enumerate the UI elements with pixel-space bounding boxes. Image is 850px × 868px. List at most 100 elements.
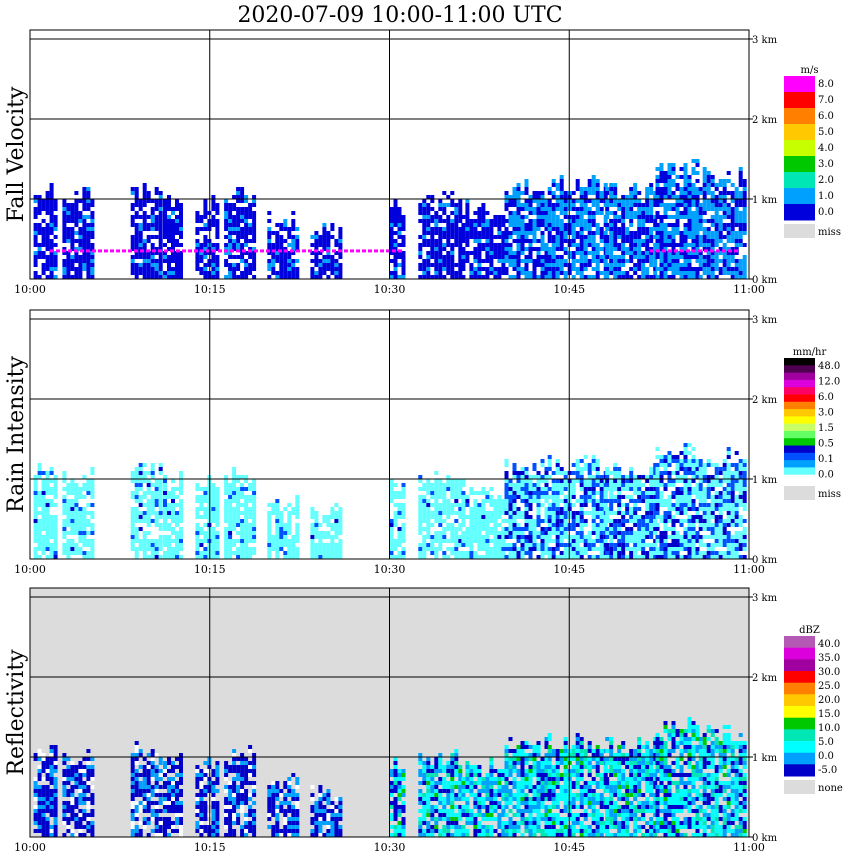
- echo-cell: [595, 207, 600, 211]
- echo-cell: [167, 263, 171, 267]
- echo-cell: [37, 539, 42, 543]
- echo-cell: [512, 503, 517, 507]
- echo-cell: [617, 507, 622, 511]
- echo-cell: [528, 543, 533, 547]
- echo-cell: [295, 511, 300, 515]
- echo-cell: [591, 499, 596, 503]
- echo-cell: [485, 223, 490, 227]
- echo-cell: [430, 243, 435, 247]
- echo-cell: [49, 239, 54, 243]
- echo-cell: [211, 247, 216, 251]
- echo-cell: [722, 271, 727, 275]
- echo-cell: [66, 231, 71, 235]
- echo-cell: [617, 207, 622, 211]
- echo-cell: [326, 259, 331, 263]
- echo-cell: [649, 251, 654, 255]
- echo-cell: [579, 191, 584, 195]
- echo-cell: [512, 499, 517, 503]
- echo-cell: [702, 191, 707, 195]
- echo-cell: [422, 223, 427, 227]
- echo-cell: [465, 207, 470, 211]
- echo-cell: [625, 475, 630, 479]
- echo-cell: [236, 239, 241, 243]
- echo-cell: [617, 259, 622, 263]
- echo-cell: [295, 495, 300, 499]
- echo-cell: [338, 519, 343, 523]
- echo-cell: [397, 223, 402, 227]
- echo-cell: [228, 231, 233, 235]
- bright-band-mark: [716, 249, 720, 253]
- echo-cell: [663, 267, 668, 271]
- echo-cell: [575, 247, 580, 251]
- echo-cell: [240, 555, 245, 559]
- bright-band-mark: [686, 249, 690, 253]
- echo-cell: [291, 275, 296, 279]
- echo-cell: [90, 467, 95, 471]
- echo-cell: [493, 539, 498, 543]
- echo-cell: [591, 203, 596, 207]
- echo-cell: [501, 531, 506, 535]
- echo-cell: [512, 535, 517, 539]
- echo-cell: [613, 543, 618, 547]
- echo-cell: [283, 555, 288, 559]
- echo-cell: [501, 235, 506, 239]
- echo-cell: [465, 259, 470, 263]
- echo-cell: [442, 259, 447, 263]
- echo-cell: [687, 275, 692, 279]
- echo-cell: [418, 487, 423, 491]
- echo-cell: [442, 507, 447, 511]
- echo-cell: [599, 227, 604, 231]
- echo-cell: [477, 235, 482, 239]
- echo-cell: [211, 491, 216, 495]
- echo-cell: [710, 183, 715, 187]
- echo-cell: [393, 483, 398, 487]
- echo-cell: [547, 227, 552, 231]
- echo-cell: [138, 479, 143, 483]
- echo-cell: [587, 463, 592, 467]
- echo-cell: [501, 215, 506, 219]
- echo-cell: [649, 255, 654, 259]
- bright-band-mark: [62, 249, 66, 253]
- echo-cell: [138, 483, 143, 487]
- echo-cell: [473, 271, 478, 275]
- echo-cell: [551, 275, 556, 279]
- echo-cell: [702, 523, 707, 527]
- echo-cell: [547, 247, 552, 251]
- echo-cell: [637, 231, 642, 235]
- echo-cell: [461, 247, 466, 251]
- echo-cell: [397, 263, 402, 267]
- echo-cell: [742, 263, 747, 267]
- echo-cell: [175, 519, 179, 523]
- echo-cell: [90, 515, 95, 519]
- echo-cell: [283, 223, 288, 227]
- echo-cell: [426, 227, 431, 231]
- echo-cell: [714, 255, 719, 259]
- echo-cell: [532, 211, 537, 215]
- echo-cell: [74, 259, 79, 263]
- echo-cell: [659, 175, 664, 179]
- echo-cell: [215, 523, 220, 527]
- echo-cell: [334, 243, 339, 247]
- echo-cell: [154, 495, 159, 499]
- echo-cell: [70, 487, 75, 491]
- echo-cell: [605, 499, 610, 503]
- echo-cell: [555, 503, 560, 507]
- echo-cell: [520, 251, 525, 255]
- echo-cell: [671, 267, 676, 271]
- echo-cell: [446, 219, 451, 223]
- echo-cell: [240, 531, 245, 535]
- bright-band-mark: [194, 249, 198, 253]
- echo-cell: [667, 171, 672, 175]
- echo-cell: [563, 487, 568, 491]
- echo-cell: [524, 511, 529, 515]
- echo-cell: [547, 535, 552, 539]
- echo-cell: [78, 519, 83, 523]
- echo-cell: [730, 207, 735, 211]
- echo-cell: [667, 527, 672, 531]
- echo-cell: [41, 267, 46, 271]
- echo-cell: [175, 267, 179, 271]
- echo-cell: [683, 255, 688, 259]
- echo-cell: [41, 479, 46, 483]
- echo-cell: [587, 495, 592, 499]
- echo-cell: [591, 543, 596, 547]
